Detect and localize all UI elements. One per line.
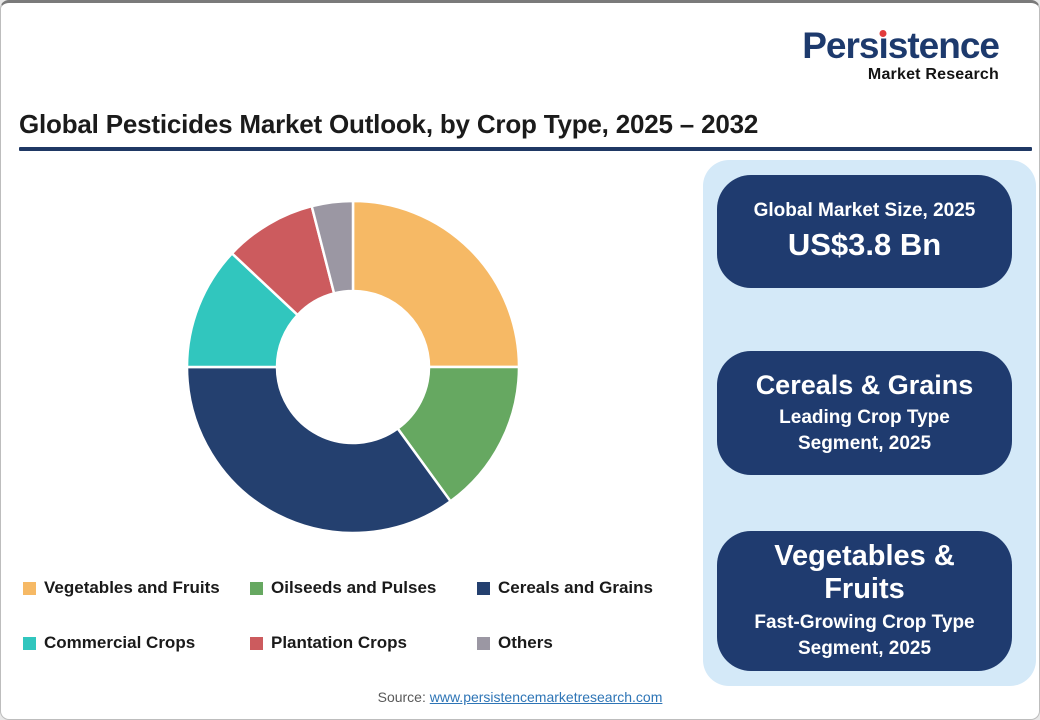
legend-item-cereals-and-grains: Cereals and Grains <box>477 577 717 599</box>
card-subtitle: Fast-Growing Crop Type Segment, 2025 <box>754 612 975 659</box>
legend-item-vegetables-and-fruits: Vegetables and Fruits <box>23 577 250 599</box>
title-underline <box>19 147 1032 152</box>
card-subtitle: Leading Crop Type Segment, 2025 <box>779 406 950 454</box>
page-title: Global Pesticides Market Outlook, by Cro… <box>19 109 759 139</box>
card-title: Cereals & Grains <box>755 369 974 400</box>
source-line: Source: www.persistencemarketresearch.co… <box>1 689 1039 705</box>
source-prefix: Source: <box>377 689 426 705</box>
logo-subtitle: Market Research <box>867 66 999 83</box>
donut-chart <box>185 199 521 535</box>
legend-item-commercial-crops: Commercial Crops <box>23 632 250 654</box>
legend-swatch-vegetables-and-fruits <box>23 581 36 595</box>
logo-brand: Persıstence <box>802 25 1000 66</box>
title-block: Global Pesticides Market Outlook, by Cro… <box>19 109 1032 152</box>
legend-item-others: Others <box>477 632 717 654</box>
info-card-fast-growing-segment: Vegetables & Fruits Fast-Growing Crop Ty… <box>717 531 1012 671</box>
chart-legend: Vegetables and Fruits Oilseeds and Pulses… <box>23 577 717 654</box>
legend-item-plantation-crops: Plantation Crops <box>250 632 477 654</box>
highlight-panel: Global Market Size, 2025 US$3.8 Bn Cerea… <box>703 160 1036 686</box>
donut-slice-others <box>310 199 355 295</box>
card-title: Vegetables & Fruits <box>774 540 955 606</box>
donut-slice-vegetables-and-fruits <box>351 199 521 369</box>
legend-label-cereals-and-grains: Cereals and Grains <box>498 578 653 597</box>
donut-slice-oilseeds-and-pulses <box>396 365 521 503</box>
card-title: Global Market Size, 2025 <box>753 200 976 221</box>
legend-swatch-cereals-and-grains <box>477 581 490 595</box>
legend-swatch-others <box>477 636 490 650</box>
legend-label-others: Others <box>498 633 553 652</box>
legend-item-oilseeds-and-pulses: Oilseeds and Pulses <box>250 577 477 599</box>
legend-label-plantation-crops: Plantation Crops <box>271 633 408 652</box>
logo-i-dot: ı <box>878 25 888 66</box>
market-size-value: US$3.8 Bn <box>787 227 942 262</box>
legend-swatch-oilseeds-and-pulses <box>250 581 263 595</box>
source-link[interactable]: www.persistencemarketresearch.com <box>429 689 663 705</box>
legend-label-vegetables-and-fruits: Vegetables and Fruits <box>44 578 220 597</box>
donut-slice-cereals-and-grains <box>185 365 452 535</box>
legend-swatch-commercial-crops <box>23 636 36 650</box>
logo: Persıstence Market Research <box>802 25 1000 83</box>
legend-label-commercial-crops: Commercial Crops <box>44 633 196 652</box>
info-card-leading-segment: Cereals & Grains Leading Crop Type Segme… <box>717 351 1012 475</box>
info-card-market-size: Global Market Size, 2025 US$3.8 Bn <box>717 175 1012 288</box>
legend-label-oilseeds-and-pulses: Oilseeds and Pulses <box>271 578 437 597</box>
legend-swatch-plantation-crops <box>250 636 263 650</box>
